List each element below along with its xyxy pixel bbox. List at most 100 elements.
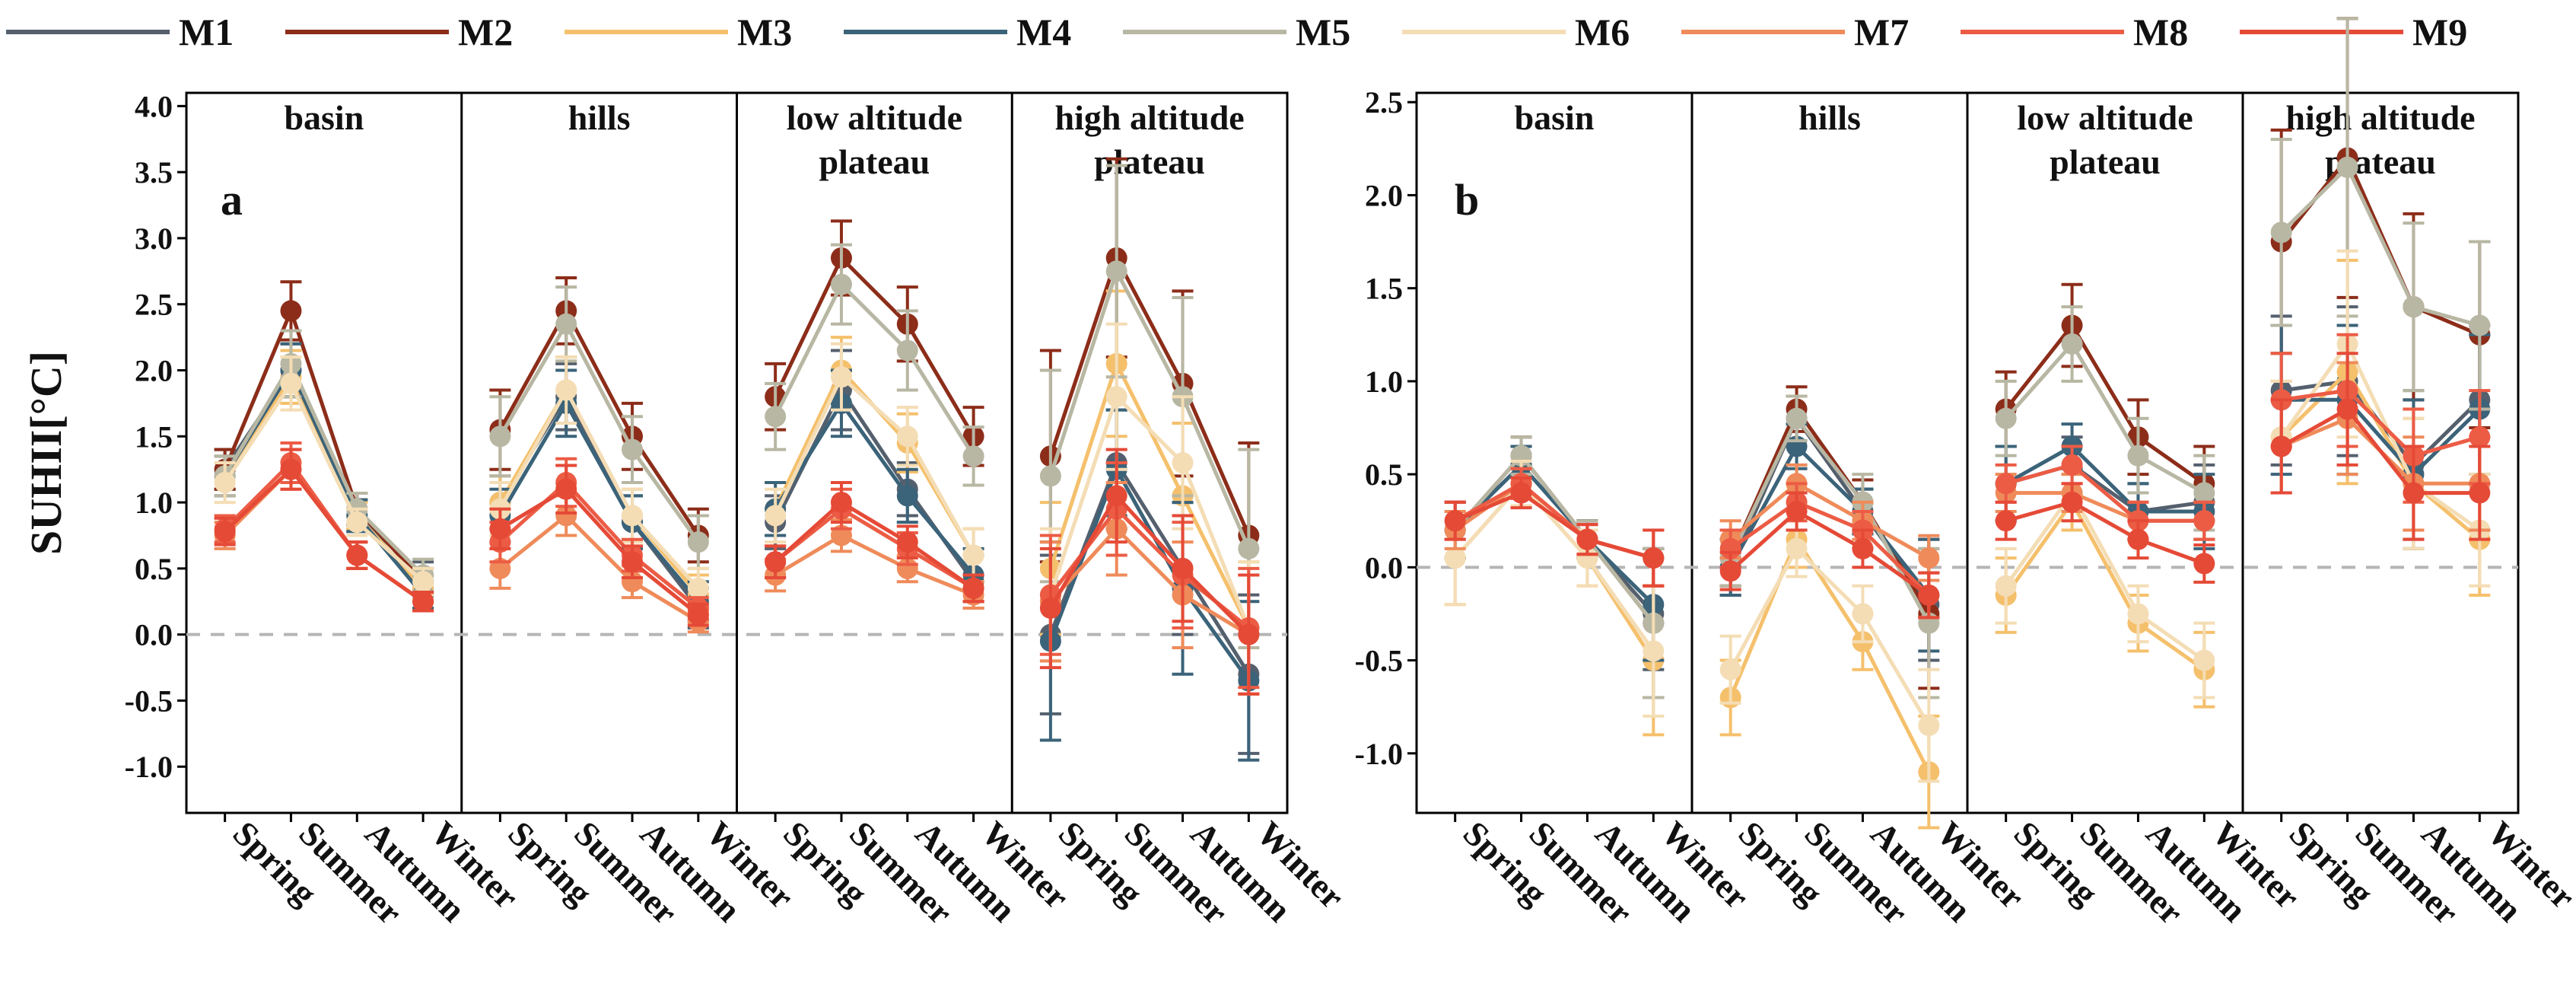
series-line xyxy=(498,322,700,543)
series-line xyxy=(498,388,700,590)
series-line xyxy=(223,308,425,583)
legend-item-m6: M6 xyxy=(1402,11,1630,53)
series-line xyxy=(774,507,975,591)
series-line xyxy=(2279,156,2481,337)
legend-item-m1: M1 xyxy=(6,11,234,53)
y-tick-label: 0.5 xyxy=(1365,457,1403,492)
y-tick-label: 3.5 xyxy=(135,155,173,190)
series-line xyxy=(1453,454,1655,625)
series-line xyxy=(1048,256,1251,537)
data-point xyxy=(765,505,787,527)
data-point xyxy=(2403,296,2425,318)
data-point xyxy=(830,273,852,295)
data-point xyxy=(1105,260,1127,282)
data-point xyxy=(489,425,511,448)
series-line xyxy=(223,362,425,577)
data-point xyxy=(346,544,368,566)
region-label: basin xyxy=(1515,98,1595,137)
y-tick-label: 0.5 xyxy=(135,552,173,586)
data-point xyxy=(622,505,644,527)
data-point xyxy=(1444,510,1466,532)
series-line xyxy=(2279,342,2481,532)
series-line xyxy=(223,381,425,584)
series-line xyxy=(2005,444,2205,514)
series-line xyxy=(2280,407,2480,496)
series-line xyxy=(1728,407,1931,615)
series-line xyxy=(2004,342,2206,495)
legend-label-m6: M6 xyxy=(1575,11,1630,53)
series-line xyxy=(773,374,975,556)
data-point xyxy=(1643,547,1665,569)
series-line xyxy=(1048,269,1251,550)
data-point xyxy=(1576,547,1598,569)
data-point xyxy=(1918,585,1940,606)
data-point xyxy=(830,366,852,388)
legend: M1 M2 M3 M4 M5 M6 M7 M8 M9 xyxy=(6,11,2467,53)
legend-label-m7: M7 xyxy=(1854,11,1909,53)
series-line xyxy=(2281,388,2480,458)
data-point xyxy=(2127,445,2149,467)
series-m9 xyxy=(214,448,1260,696)
data-point xyxy=(214,472,236,494)
panel-letter: a xyxy=(221,175,243,225)
legend-label-m8: M8 xyxy=(2133,11,2188,53)
y-tick-label: 1.5 xyxy=(1365,272,1403,306)
data-point xyxy=(1995,473,2017,495)
data-point xyxy=(1995,407,2017,429)
region-label: high altitude plateau xyxy=(2285,98,2475,181)
y-axis-label: SUHII[°C] xyxy=(21,351,71,555)
y-tick-label: 3.0 xyxy=(135,221,173,256)
data-point xyxy=(687,604,709,626)
data-point xyxy=(412,591,434,613)
region-label: hills xyxy=(568,98,631,137)
data-point xyxy=(2336,156,2358,178)
region-label-line: high altitude xyxy=(2285,98,2475,137)
legend-item-m8: M8 xyxy=(1961,11,2188,53)
data-point xyxy=(2469,314,2491,336)
series-line xyxy=(2004,323,2206,486)
data-point xyxy=(2193,482,2215,504)
series-line xyxy=(499,487,700,617)
data-point xyxy=(280,458,302,480)
data-point xyxy=(765,551,787,573)
legend-label-m5: M5 xyxy=(1296,11,1350,53)
region-label-line: low altitude xyxy=(2017,98,2193,137)
data-point xyxy=(2336,398,2358,420)
data-point xyxy=(1719,658,1741,680)
data-point xyxy=(280,372,302,394)
series-line xyxy=(2005,463,2205,514)
series-line xyxy=(498,308,700,537)
y-tick-label: 1.0 xyxy=(135,486,173,520)
region-label-line: basin xyxy=(284,98,364,137)
data-point xyxy=(1576,528,1598,550)
series-line xyxy=(2281,397,2482,476)
y-tick-label: -0.5 xyxy=(125,684,173,718)
series-line xyxy=(773,401,975,577)
region-label-line: hills xyxy=(1798,98,1861,137)
data-point xyxy=(2270,435,2292,457)
legend-item-m3: M3 xyxy=(564,11,792,53)
data-point xyxy=(896,425,918,448)
region-label: high altitude plateau xyxy=(1055,98,1245,181)
data-point xyxy=(1643,640,1665,662)
region-label-line: plateau xyxy=(2050,142,2161,181)
legend-label-m3: M3 xyxy=(737,11,792,53)
data-point xyxy=(2270,221,2292,244)
data-point xyxy=(1786,537,1808,559)
data-point xyxy=(555,379,577,401)
series-line xyxy=(1728,444,1931,597)
region-label: basin xyxy=(284,98,364,137)
data-point xyxy=(896,339,918,362)
data-point xyxy=(346,511,368,534)
data-point xyxy=(1852,603,1874,625)
series-line xyxy=(773,282,975,457)
series-line xyxy=(1728,537,1931,773)
data-point xyxy=(2061,333,2083,355)
data-point xyxy=(1039,465,1061,487)
y-tick-label: 0.0 xyxy=(135,618,173,652)
panel-letter: b xyxy=(1455,175,1479,225)
legend-item-m7: M7 xyxy=(1681,11,1909,53)
data-point xyxy=(687,577,709,599)
data-point xyxy=(1719,537,1741,559)
